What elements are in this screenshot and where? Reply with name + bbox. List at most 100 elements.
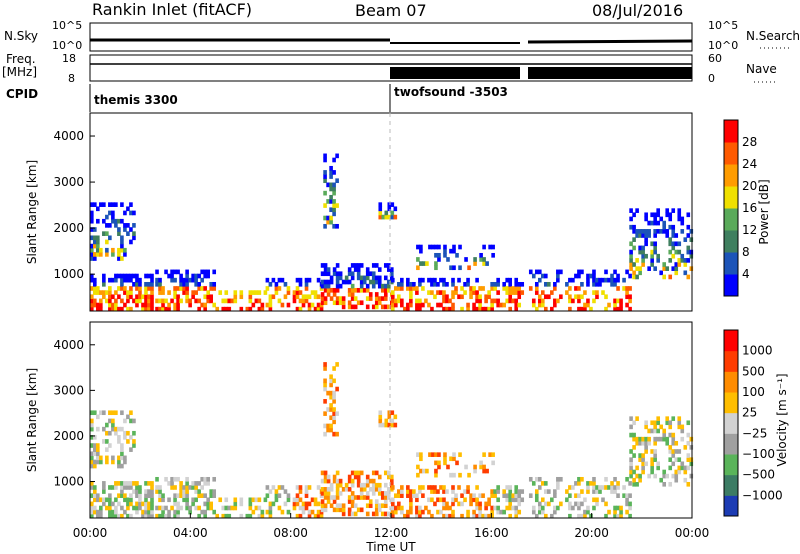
power-cell (517, 302, 522, 308)
velocity-cell (120, 455, 124, 461)
power-cell (559, 294, 563, 300)
velocity-cell (93, 410, 97, 416)
velocity-cell (350, 491, 355, 496)
power-cell (111, 202, 115, 207)
velocity-cell (430, 497, 434, 503)
power-cell (397, 294, 401, 300)
velocity-cell (406, 493, 410, 498)
power-cell (430, 306, 434, 312)
velocity-cell (96, 414, 100, 420)
velocity-cell (391, 505, 395, 511)
velocity-cell (233, 501, 238, 507)
velocity-cell (268, 489, 273, 494)
velocity-cell (481, 513, 485, 519)
velocity-cell (323, 411, 327, 416)
power-cell (120, 286, 124, 291)
power-cell (304, 277, 309, 283)
velocity-cell (277, 493, 282, 498)
power-cell (478, 294, 482, 300)
velocity-cell (188, 505, 192, 511)
velocity-cell (641, 457, 645, 462)
power-cell (93, 235, 97, 241)
velocity-cell (406, 513, 410, 519)
power-cell (671, 245, 676, 251)
power-cell (514, 298, 519, 304)
power-cell (553, 281, 557, 287)
velocity-cell (185, 489, 189, 494)
velocity-cell (589, 481, 593, 486)
velocity-cell (332, 390, 336, 396)
velocity-cell (197, 481, 201, 486)
velocity-cell (307, 513, 312, 519)
power-cell (586, 281, 590, 287)
power-cell (102, 281, 106, 287)
velocity-cell (316, 509, 321, 515)
velocity-cell (338, 507, 343, 513)
velocity-cell (431, 452, 435, 457)
power-cell (164, 306, 168, 312)
power-cell (335, 296, 340, 301)
power-cell (173, 294, 177, 300)
power-cell (629, 262, 633, 267)
velocity-cell (377, 507, 382, 513)
velocity-cell (460, 501, 464, 507)
velocity-cell (445, 489, 449, 494)
power-cell (129, 239, 133, 245)
velocity-cell (335, 507, 340, 513)
velocity-ytick-label: 2000 (53, 429, 84, 443)
power-cell (274, 281, 279, 287)
power-cell (475, 277, 479, 283)
power-cell (93, 286, 97, 291)
power-cell (383, 304, 388, 310)
power-cell (257, 306, 262, 312)
velocity-cell (380, 495, 385, 500)
power-cell (350, 304, 355, 310)
velocity-cell (466, 485, 470, 490)
power-cell (689, 237, 694, 242)
velocity-cell (641, 440, 645, 446)
velocity-cell (332, 366, 336, 371)
power-cell (458, 265, 462, 271)
velocity-cell (307, 501, 312, 507)
velocity-cell (147, 501, 151, 507)
velocity-cell (329, 495, 334, 500)
velocity-cell (126, 513, 130, 519)
power-cell (359, 287, 364, 293)
power-cell (451, 294, 455, 300)
power-cell (209, 298, 214, 304)
power-cell (200, 302, 204, 308)
power-cell (528, 269, 533, 275)
velocity-cell (689, 473, 694, 479)
velocity-cell (386, 474, 391, 480)
power-cell (147, 281, 151, 287)
power-cell (583, 306, 587, 312)
velocity-cell (488, 452, 492, 457)
velocity-cell (230, 505, 235, 511)
power-cell (191, 290, 195, 295)
power-cell (508, 294, 512, 300)
power-cell (350, 275, 355, 281)
power-cell (96, 243, 100, 249)
power-cell (298, 298, 303, 304)
power-cell (170, 277, 174, 283)
velocity-cell (90, 513, 94, 519)
velocity-cell (120, 447, 124, 452)
power-cell (467, 265, 471, 271)
velocity-cell (586, 505, 590, 511)
date-title: 08/Jul/2016 (592, 1, 683, 20)
velocity-cell (391, 513, 395, 519)
velocity-cell (380, 503, 385, 509)
power-cell (123, 277, 127, 283)
velocity-cell (625, 476, 629, 482)
power-cell (406, 306, 410, 312)
velocity-cell (90, 459, 94, 465)
power-cell (99, 290, 103, 295)
power-cell (96, 206, 100, 212)
power-cell (353, 304, 358, 310)
power-cell (409, 281, 413, 287)
velocity-cell (350, 495, 355, 500)
velocity-cell (335, 411, 339, 416)
velocity-cell (365, 495, 370, 500)
velocity-ytick-label: 1000 (53, 475, 84, 489)
power-cell (335, 271, 340, 277)
